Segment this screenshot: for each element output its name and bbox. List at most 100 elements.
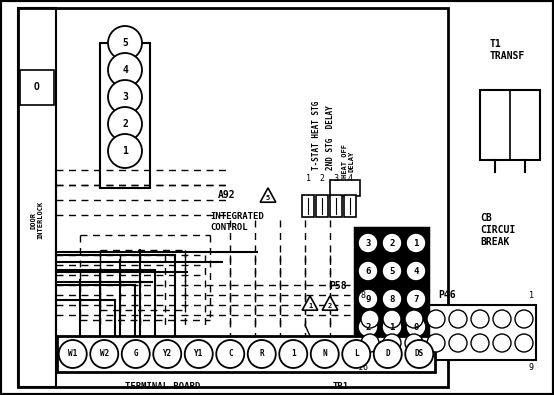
Bar [344,195,356,217]
Text: P58: P58 [330,281,347,291]
Polygon shape [260,188,276,202]
Circle shape [361,310,379,328]
Text: 2: 2 [389,239,394,248]
Circle shape [405,334,423,352]
Text: 2: 2 [328,303,332,309]
Circle shape [342,340,370,368]
Text: 7: 7 [413,295,419,303]
Text: 9: 9 [529,363,534,372]
Text: Y1: Y1 [194,350,203,359]
Text: DS: DS [414,350,424,359]
Circle shape [515,334,533,352]
Circle shape [405,310,423,328]
Text: P46: P46 [438,290,456,300]
Text: 2: 2 [320,173,325,182]
Circle shape [358,261,378,281]
Circle shape [90,340,118,368]
Text: D: D [386,350,390,359]
Circle shape [515,310,533,328]
Circle shape [358,289,378,309]
Bar [355,228,428,343]
Circle shape [406,317,426,337]
Circle shape [493,310,511,328]
Text: 1: 1 [122,146,128,156]
Circle shape [361,334,379,352]
Text: 1: 1 [308,303,312,309]
Bar [316,195,328,217]
Circle shape [471,334,489,352]
Circle shape [108,107,142,141]
Text: 2: 2 [365,322,371,331]
Circle shape [427,310,445,328]
Text: W1: W1 [68,350,78,359]
Circle shape [406,261,426,281]
Circle shape [427,334,445,352]
Text: C: C [228,350,233,359]
Text: W2: W2 [100,350,109,359]
Text: 3: 3 [334,173,338,182]
Text: INTEGRATED
CONTROL: INTEGRATED CONTROL [210,212,264,232]
Text: L: L [354,350,358,359]
Text: O: O [34,82,40,92]
Text: 16: 16 [358,363,368,372]
Text: 0: 0 [413,322,419,331]
Text: 6: 6 [365,267,371,275]
Text: 2: 2 [122,119,128,129]
Polygon shape [302,296,318,310]
Bar [18,8,448,387]
Circle shape [449,310,467,328]
Text: Y2: Y2 [163,350,172,359]
Text: CB
CIRCUI
BREAK: CB CIRCUI BREAK [480,213,515,247]
Circle shape [382,317,402,337]
Circle shape [382,261,402,281]
Circle shape [184,340,213,368]
Text: G: G [134,350,138,359]
Circle shape [383,310,401,328]
Text: 1: 1 [291,350,296,359]
Circle shape [122,340,150,368]
Bar [330,195,342,217]
Text: 1: 1 [413,239,419,248]
Bar [358,305,536,360]
Text: HEAT OFF
DELAY: HEAT OFF DELAY [341,144,355,178]
Circle shape [108,134,142,168]
Circle shape [383,334,401,352]
Circle shape [406,233,426,253]
Text: A92: A92 [218,190,235,200]
Bar [100,43,150,188]
Bar [330,180,360,196]
Circle shape [406,289,426,309]
Text: TB1: TB1 [332,382,348,391]
Circle shape [59,340,87,368]
Text: 8: 8 [361,290,366,299]
Bar [20,70,54,105]
Text: 5: 5 [122,38,128,48]
Circle shape [279,340,307,368]
Bar [302,195,314,217]
Circle shape [493,334,511,352]
Circle shape [471,310,489,328]
Circle shape [108,53,142,87]
Text: 4: 4 [122,65,128,75]
Circle shape [382,289,402,309]
Text: R: R [259,350,264,359]
Bar [57,336,435,372]
Text: T1
TRANSF: T1 TRANSF [490,39,525,61]
Bar [480,90,540,160]
Text: 1: 1 [529,290,534,299]
Circle shape [382,233,402,253]
Circle shape [108,80,142,114]
Text: 5: 5 [266,195,270,201]
Text: 5: 5 [389,267,394,275]
Circle shape [248,340,276,368]
Circle shape [405,340,433,368]
Text: 2ND STG  DELAY: 2ND STG DELAY [326,105,335,170]
Text: 4: 4 [413,267,419,275]
Text: TERMINAL BOARD: TERMINAL BOARD [125,382,201,391]
Circle shape [449,334,467,352]
Circle shape [374,340,402,368]
Polygon shape [322,296,338,310]
Circle shape [358,233,378,253]
Circle shape [311,340,338,368]
Bar [18,8,56,387]
